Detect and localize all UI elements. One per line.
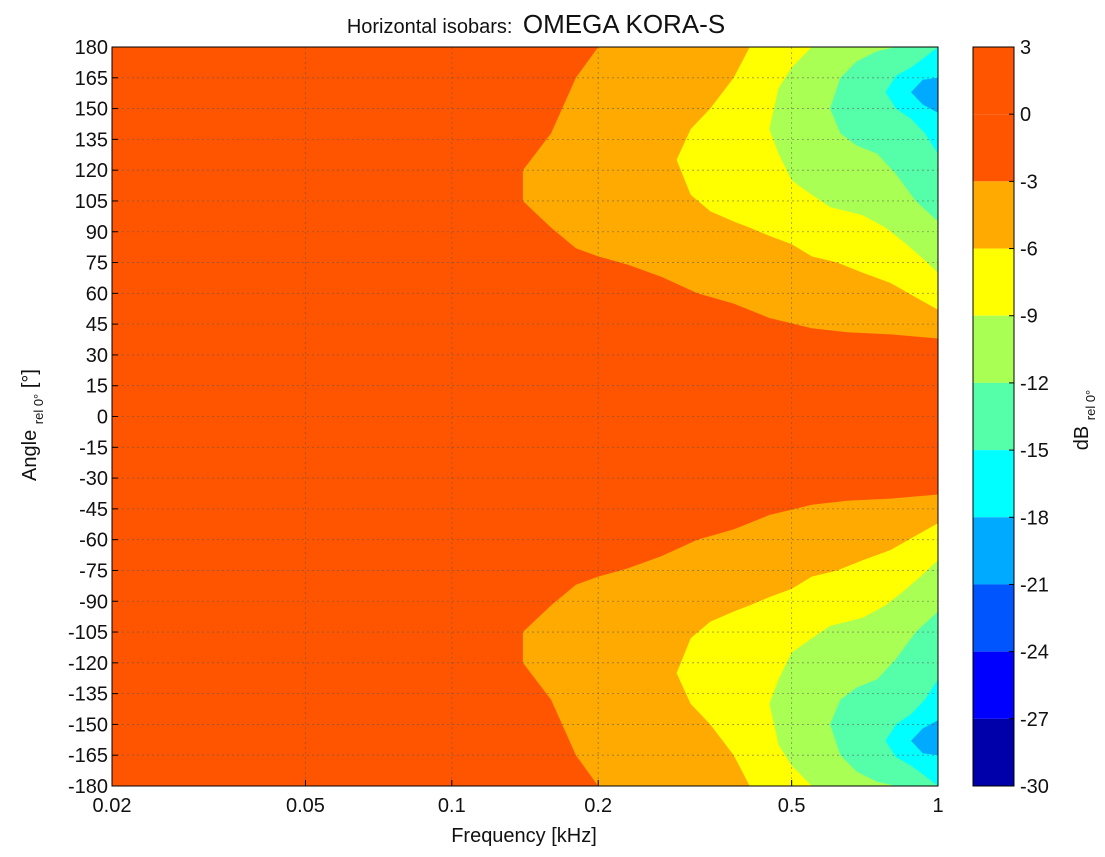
y-tick-label-22: -150 (68, 714, 108, 736)
y-tick-label-4: 120 (75, 160, 108, 182)
colorbar-label: dB rel 0° (1071, 390, 1098, 451)
colorbar-tick-label-6: -15 (1020, 440, 1049, 462)
x-axis-label: Frequency [kHz] (451, 825, 597, 847)
y-tick-label-17: -75 (79, 560, 108, 582)
y-tick-label-9: 45 (86, 314, 108, 336)
colorbar-tick-label-2: -3 (1020, 171, 1038, 193)
y-tick-label-24: -180 (68, 776, 108, 798)
x-tick-label-5: 1 (932, 795, 943, 817)
y-tick-label-21: -135 (68, 684, 108, 706)
colorbar-tick-label-11: -30 (1020, 776, 1049, 798)
y-tick-label-1: 165 (75, 68, 108, 90)
y-tick-label-6: 90 (86, 222, 108, 244)
isobar-region-5-lower (885, 679, 938, 786)
x-tick-label-2: 0.1 (438, 795, 466, 817)
colorbar: 3 0 -3 -6 -9 -12 -15 -18 -21 -24 -27 -30 (972, 37, 1049, 798)
chart-title: Horizontal isobars: OMEGA KORA-S (347, 9, 725, 39)
colorbar-band-7 (973, 517, 1014, 585)
isobar-region-6-lower (911, 720, 938, 756)
y-axis-label: Angle rel 0° [°] (19, 369, 48, 481)
y-tick-label-8: 60 (86, 283, 108, 305)
x-tick-label-0: 0.02 (93, 795, 132, 817)
axes: 0.02 0.05 0.1 0.2 0.5 11801651501351201059075… (68, 37, 944, 817)
colorbar-label-sub: rel 0° (1083, 390, 1098, 421)
y-tick-label-19: -105 (68, 622, 108, 644)
colorbar-tick-label-8: -21 (1020, 574, 1049, 596)
colorbar-band-9 (973, 651, 1014, 719)
colorbar-label-main: dB (1071, 426, 1093, 450)
y-tick-label-15: -45 (79, 499, 108, 521)
isobar-region-5-upper (885, 47, 938, 154)
y-axis-label-unit: [°] (19, 369, 41, 388)
colorbar-tick-label-3: -6 (1020, 239, 1038, 261)
colorbar-band-10 (973, 718, 1014, 786)
y-tick-label-13: -15 (79, 437, 108, 459)
y-axis-label-main: Angle (19, 430, 41, 481)
y-tick-label-7: 75 (86, 253, 108, 275)
y-tick-label-2: 150 (75, 99, 108, 121)
y-tick-label-23: -165 (68, 745, 108, 767)
x-tick-label-1: 0.05 (286, 795, 325, 817)
y-tick-label-20: -120 (68, 653, 108, 675)
colorbar-tick-label-9: -24 (1020, 642, 1049, 664)
y-tick-label-10: 30 (86, 345, 108, 367)
y-axis-label-sub: rel 0° (31, 394, 46, 425)
colorbar-band-5 (973, 382, 1014, 451)
y-tick-label-16: -60 (79, 530, 108, 552)
y-tick-label-5: 105 (75, 191, 108, 213)
y-tick-label-18: -90 (79, 591, 108, 613)
colorbar-tick-label-10: -27 (1020, 709, 1049, 731)
plot-area (112, 47, 938, 786)
colorbar-frame (972, 46, 1015, 787)
colorbar-band-0 (973, 47, 1014, 115)
colorbar-band-8 (973, 584, 1014, 652)
x-tick-label-4: 0.5 (778, 795, 806, 817)
colorbar-band-2 (973, 181, 1014, 249)
colorbar-band-4 (973, 315, 1014, 383)
colorbar-tick-label-1: 0 (1020, 104, 1031, 126)
chart-title-main: OMEGA KORA-S (523, 9, 725, 39)
y-tick-label-0: 180 (75, 37, 108, 59)
colorbar-band-1 (973, 114, 1014, 182)
colorbar-tick-label-0: 3 (1020, 37, 1031, 59)
y-tick-label-11: 15 (86, 376, 108, 398)
y-tick-label-12: 0 (97, 407, 108, 429)
colorbar-tick-label-4: -9 (1020, 306, 1038, 328)
y-tick-label-14: -30 (79, 468, 108, 490)
x-tick-label-3: 0.2 (584, 795, 612, 817)
colorbar-band-6 (973, 450, 1014, 518)
chart-title-prefix: Horizontal isobars: (347, 16, 513, 38)
y-tick-label-3: 135 (75, 129, 108, 151)
colorbar-tick-label-5: -12 (1020, 373, 1049, 395)
colorbar-band-3 (973, 248, 1014, 316)
colorbar-tick-label-7: -18 (1020, 507, 1049, 529)
isobar-region-6-upper (911, 77, 938, 113)
